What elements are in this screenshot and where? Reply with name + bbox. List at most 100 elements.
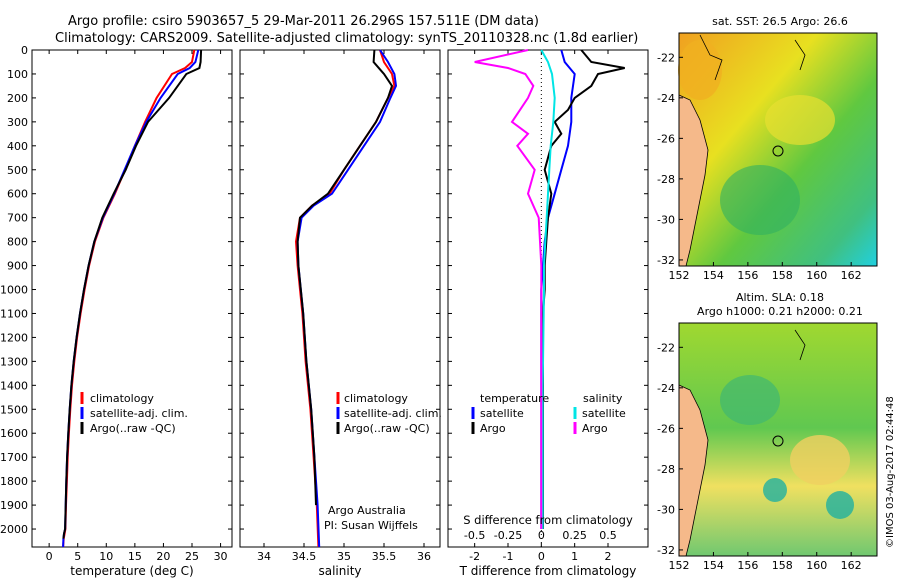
map-x-tick-label: 160 (806, 269, 827, 282)
island-outline (794, 39, 806, 71)
salinity-series (294, 49, 398, 548)
sst-green-patch (720, 165, 800, 235)
legend-label-argo: Argo(..raw -QC) (344, 422, 430, 435)
x-tick-label: 25 (185, 550, 199, 563)
salinity-xlabel: salinity (318, 564, 361, 578)
sst-yellow-patch (765, 95, 835, 145)
pi-label: PI: Susan Wijffels (324, 519, 418, 532)
sla-field (679, 323, 877, 556)
difference-xlabel: T difference from climatology (459, 564, 637, 578)
sla-eddy-1 (763, 478, 787, 502)
x-tick-label: 15 (128, 550, 142, 563)
difference-axes: -2 -1 0 1 2 -0.5 -0.25 0 0.25 0.5 (448, 49, 648, 563)
x-tick-label: 34.5 (292, 550, 317, 563)
map-x-tick-label: 156 (737, 559, 758, 572)
coastline (678, 384, 709, 557)
series-argo-raw-qc (62, 49, 203, 539)
sla-map-ticks: 152 154 156 158 160 162 -22 -24 -26 -28 -30 -32 (657, 341, 862, 572)
argo-float-marker (772, 145, 784, 157)
temperature-series (62, 49, 203, 548)
x-tick-label: 0 (46, 550, 53, 563)
map-x-tick-label: 152 (669, 559, 690, 572)
y-tick-label: 900 (7, 260, 28, 273)
temperature-panel-frame (31, 49, 233, 548)
temperature-xlabel: temperature (deg C) (70, 564, 193, 578)
temperature-legend: climatology satellite-adj. clim. Argo(..… (80, 392, 188, 435)
coastline (678, 94, 709, 267)
y-tick-label: 700 (7, 212, 28, 225)
legend-label-temp-argo: Argo (480, 422, 506, 435)
salinity-legend: climatology satellite-adj. clim. Argo(..… (336, 392, 442, 435)
legend-label-sal-argo: Argo (582, 422, 608, 435)
sst-map (678, 32, 878, 267)
map-x-tick-label: 154 (703, 559, 724, 572)
salinity-panel-frame (239, 49, 441, 548)
map-x-tick-label: 152 (669, 269, 690, 282)
y-tick-label: 800 (7, 236, 28, 249)
sla-map-title-1: Altim. SLA: 0.18 (736, 291, 824, 304)
x-tick-label: 5 (74, 550, 81, 563)
map-x-tick-label: 162 (841, 269, 862, 282)
y-tick-label: 1000 (0, 284, 28, 297)
map-y-tick-label: -30 (657, 213, 675, 226)
x-tick-label: -2 (469, 550, 480, 563)
y-tick-label: 400 (7, 140, 28, 153)
australia-land (679, 385, 708, 556)
y-tick-label: 1700 (0, 451, 28, 464)
x2-tick-label: -0.5 (464, 529, 485, 542)
y-tick-label: 0 (21, 44, 28, 57)
x-tick-label: 0 (538, 550, 545, 563)
legend-label-climatology: climatology (344, 392, 408, 405)
series-salinity-satellite (540, 49, 556, 529)
x-tick-label: 1 (571, 550, 578, 563)
y-tick-label: 1100 (0, 307, 28, 320)
sst-map-frame (678, 32, 878, 267)
salinity-axes: 34 34.5 35 35.5 36 (240, 49, 440, 563)
series-climatology (294, 49, 396, 548)
map-y-tick-label: -22 (657, 341, 675, 354)
map-x-tick-label: 162 (841, 559, 862, 572)
x-tick-label: 10 (99, 550, 113, 563)
difference-series (474, 49, 625, 529)
difference-panel-frame (447, 49, 649, 548)
sla-high-patch (790, 435, 850, 485)
map-y-tick-label: -26 (657, 422, 675, 435)
y-tick-label: 1900 (0, 499, 28, 512)
x-tick-label: 20 (156, 550, 170, 563)
legend-header-salinity: salinity (583, 392, 623, 405)
y-tick-label: 100 (7, 68, 28, 81)
argo-float-marker (772, 435, 784, 447)
map-x-tick-label: 158 (772, 559, 793, 572)
legend-label-sal-satellite: satellite (582, 407, 626, 420)
y-tick-label: 1500 (0, 403, 28, 416)
x-tick-label: 2 (605, 550, 612, 563)
legend-label-temp-satellite: satellite (480, 407, 524, 420)
legend-label-argo: Argo(..raw -QC) (90, 422, 176, 435)
y-tick-label: 300 (7, 116, 28, 129)
y-tick-label: 1400 (0, 379, 28, 392)
y-tick-label: 1200 (0, 331, 28, 344)
x-tick-label: 35 (337, 550, 351, 563)
series-satellite-adj-clim (296, 49, 398, 548)
imos-credit: ©IMOS 03-Aug-2017 02:44:48 (885, 396, 896, 548)
map-x-tick-label: 154 (703, 269, 724, 282)
y-tick-label: 200 (7, 92, 28, 105)
x-tick-label: -1 (503, 550, 514, 563)
map-x-tick-label: 158 (772, 269, 793, 282)
legend-label-satellite: satellite-adj. clim. (90, 407, 188, 420)
map-x-tick-label: 160 (806, 559, 827, 572)
map-y-tick-label: -22 (657, 51, 675, 64)
map-y-tick-label: -28 (657, 463, 675, 476)
sla-map (678, 322, 878, 557)
sst-warm-patch (678, 40, 722, 100)
sla-map-frame (678, 322, 878, 557)
map-y-tick-label: -32 (657, 254, 675, 267)
y-tick-label: 1600 (0, 427, 28, 440)
argo-australia-label: Argo Australia (328, 504, 406, 517)
figure-title-line1: Argo profile: csiro 5903657_5 29-Mar-201… (68, 14, 539, 29)
y-tick-label: 2000 (0, 523, 28, 536)
map-y-tick-label: -32 (657, 544, 675, 557)
x2-tick-label: -0.25 (494, 529, 522, 542)
temperature-axes: 0100200300400500600700800900100011001200… (0, 44, 232, 563)
